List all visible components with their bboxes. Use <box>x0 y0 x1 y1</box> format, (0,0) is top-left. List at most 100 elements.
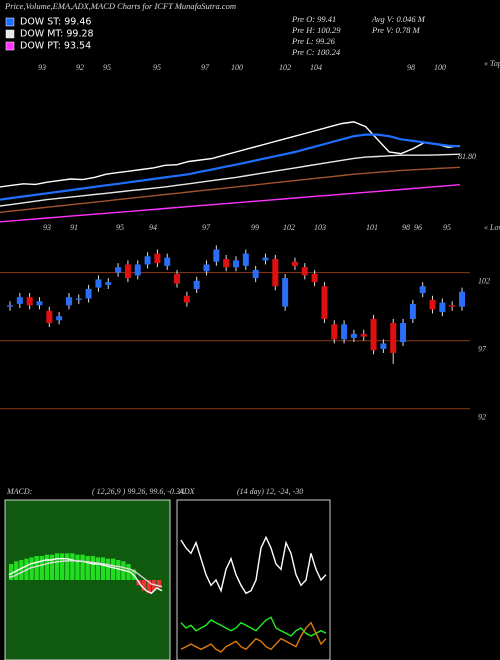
top-label: 100 <box>231 63 243 72</box>
candle-body <box>164 257 171 266</box>
histogram-bar <box>44 554 50 580</box>
candle-body <box>56 316 63 321</box>
histogram-bar <box>65 553 70 580</box>
top-label: 93 <box>38 63 46 72</box>
candle-body <box>409 303 416 319</box>
top-label: 98 <box>407 63 415 72</box>
candle-body <box>400 323 407 343</box>
candle-body <box>134 264 141 276</box>
candle-body <box>95 279 102 288</box>
histogram-bar <box>141 580 146 591</box>
histogram-bar <box>60 553 65 580</box>
panel-background <box>176 499 331 660</box>
low-label: 97 <box>202 223 211 232</box>
histogram-bar <box>54 553 60 580</box>
top-label: 95 <box>153 63 161 72</box>
candle-body <box>144 256 151 265</box>
price-label: 81.80 <box>458 152 476 161</box>
candle-body <box>193 280 200 289</box>
candle-body <box>213 249 220 262</box>
histogram-bar <box>34 556 39 580</box>
legend-label: DOW PT: 93.54 <box>20 41 91 52</box>
candle-body <box>262 257 269 261</box>
candle-body <box>233 260 239 268</box>
series-line <box>0 166 461 213</box>
series-line <box>0 153 461 207</box>
histogram-bar <box>90 556 95 580</box>
candle-body <box>390 323 397 353</box>
histogram-bar <box>85 556 90 580</box>
info: Pre L: 99.26 <box>291 36 336 46</box>
candle-body <box>36 301 43 306</box>
histogram-bar <box>70 553 75 580</box>
top-label: 102 <box>279 63 291 72</box>
lows-label: « Lows <box>484 223 500 232</box>
candle-body <box>174 274 181 284</box>
candle-body <box>65 297 72 306</box>
candle-body <box>272 259 279 287</box>
panel-subtitle: ( 12,26,9 ) 99.26, 99.6, -0.34 <box>92 487 184 496</box>
panel-title: MACD: <box>6 487 33 496</box>
series-line <box>180 535 327 595</box>
candle-body <box>16 297 23 304</box>
candle-body <box>105 282 112 285</box>
panel-subtitle: (14 day) 12, -24, -30 <box>237 487 303 496</box>
candle-body <box>75 298 82 300</box>
series-line <box>8 560 163 588</box>
low-label: 93 <box>43 223 51 232</box>
candle-body <box>429 299 436 310</box>
tops-label: « Tops <box>484 59 500 68</box>
candle-body <box>360 333 367 337</box>
candle-body <box>85 288 92 299</box>
histogram-bar <box>111 558 116 580</box>
panel-title: ADX <box>178 487 196 496</box>
page-title: Price,Volume,EMA,ADX,MACD Charts for ICF… <box>4 1 236 11</box>
y-tick-label: 92 <box>478 413 486 422</box>
candle-body <box>291 261 298 266</box>
candle-body <box>242 253 249 266</box>
candle-body <box>439 302 446 313</box>
candle-body <box>311 274 318 283</box>
candle-body <box>154 253 161 264</box>
low-label: 102 <box>283 223 295 232</box>
low-label: 91 <box>70 223 78 232</box>
histogram-bar <box>19 560 24 580</box>
legend-label: DOW ST: 99.46 <box>20 17 91 28</box>
histogram-bar <box>49 554 55 580</box>
candle-body <box>26 297 33 306</box>
candle-body <box>252 269 259 279</box>
series-line <box>0 121 461 188</box>
candle-body <box>449 305 456 307</box>
top-label: 100 <box>434 63 446 72</box>
low-label: 96 <box>414 223 422 232</box>
candle-body <box>321 286 328 319</box>
low-label: 94 <box>149 223 157 232</box>
candle-body <box>419 286 426 294</box>
histogram-bar <box>29 557 34 580</box>
candle-body <box>301 267 308 276</box>
info: Avg V: 0.046 M <box>371 14 426 24</box>
histogram-bar <box>80 554 85 580</box>
y-tick-label: 102 <box>478 276 490 285</box>
histogram-bar <box>146 580 152 594</box>
info: Pre C: 100.24 <box>291 47 341 57</box>
histogram-bar <box>105 558 111 580</box>
histogram-bar <box>156 580 162 588</box>
low-label: 95 <box>443 223 451 232</box>
candle-body <box>124 264 131 279</box>
candle-body <box>380 343 387 349</box>
candle-body <box>341 324 348 340</box>
y-tick-label: 97 <box>478 345 487 354</box>
top-label: 95 <box>103 63 111 72</box>
candle-body <box>282 278 289 307</box>
series-line <box>0 184 461 223</box>
legend-swatch <box>5 17 15 27</box>
low-label: 99 <box>251 223 259 232</box>
candle-body <box>46 310 53 323</box>
candle-body <box>203 264 210 272</box>
legend-label: DOW MT: 99.28 <box>20 29 94 40</box>
low-label: 98 <box>402 223 410 232</box>
top-label: 97 <box>201 63 210 72</box>
info: Pre H: 100.29 <box>291 25 341 35</box>
histogram-bar <box>100 557 106 580</box>
